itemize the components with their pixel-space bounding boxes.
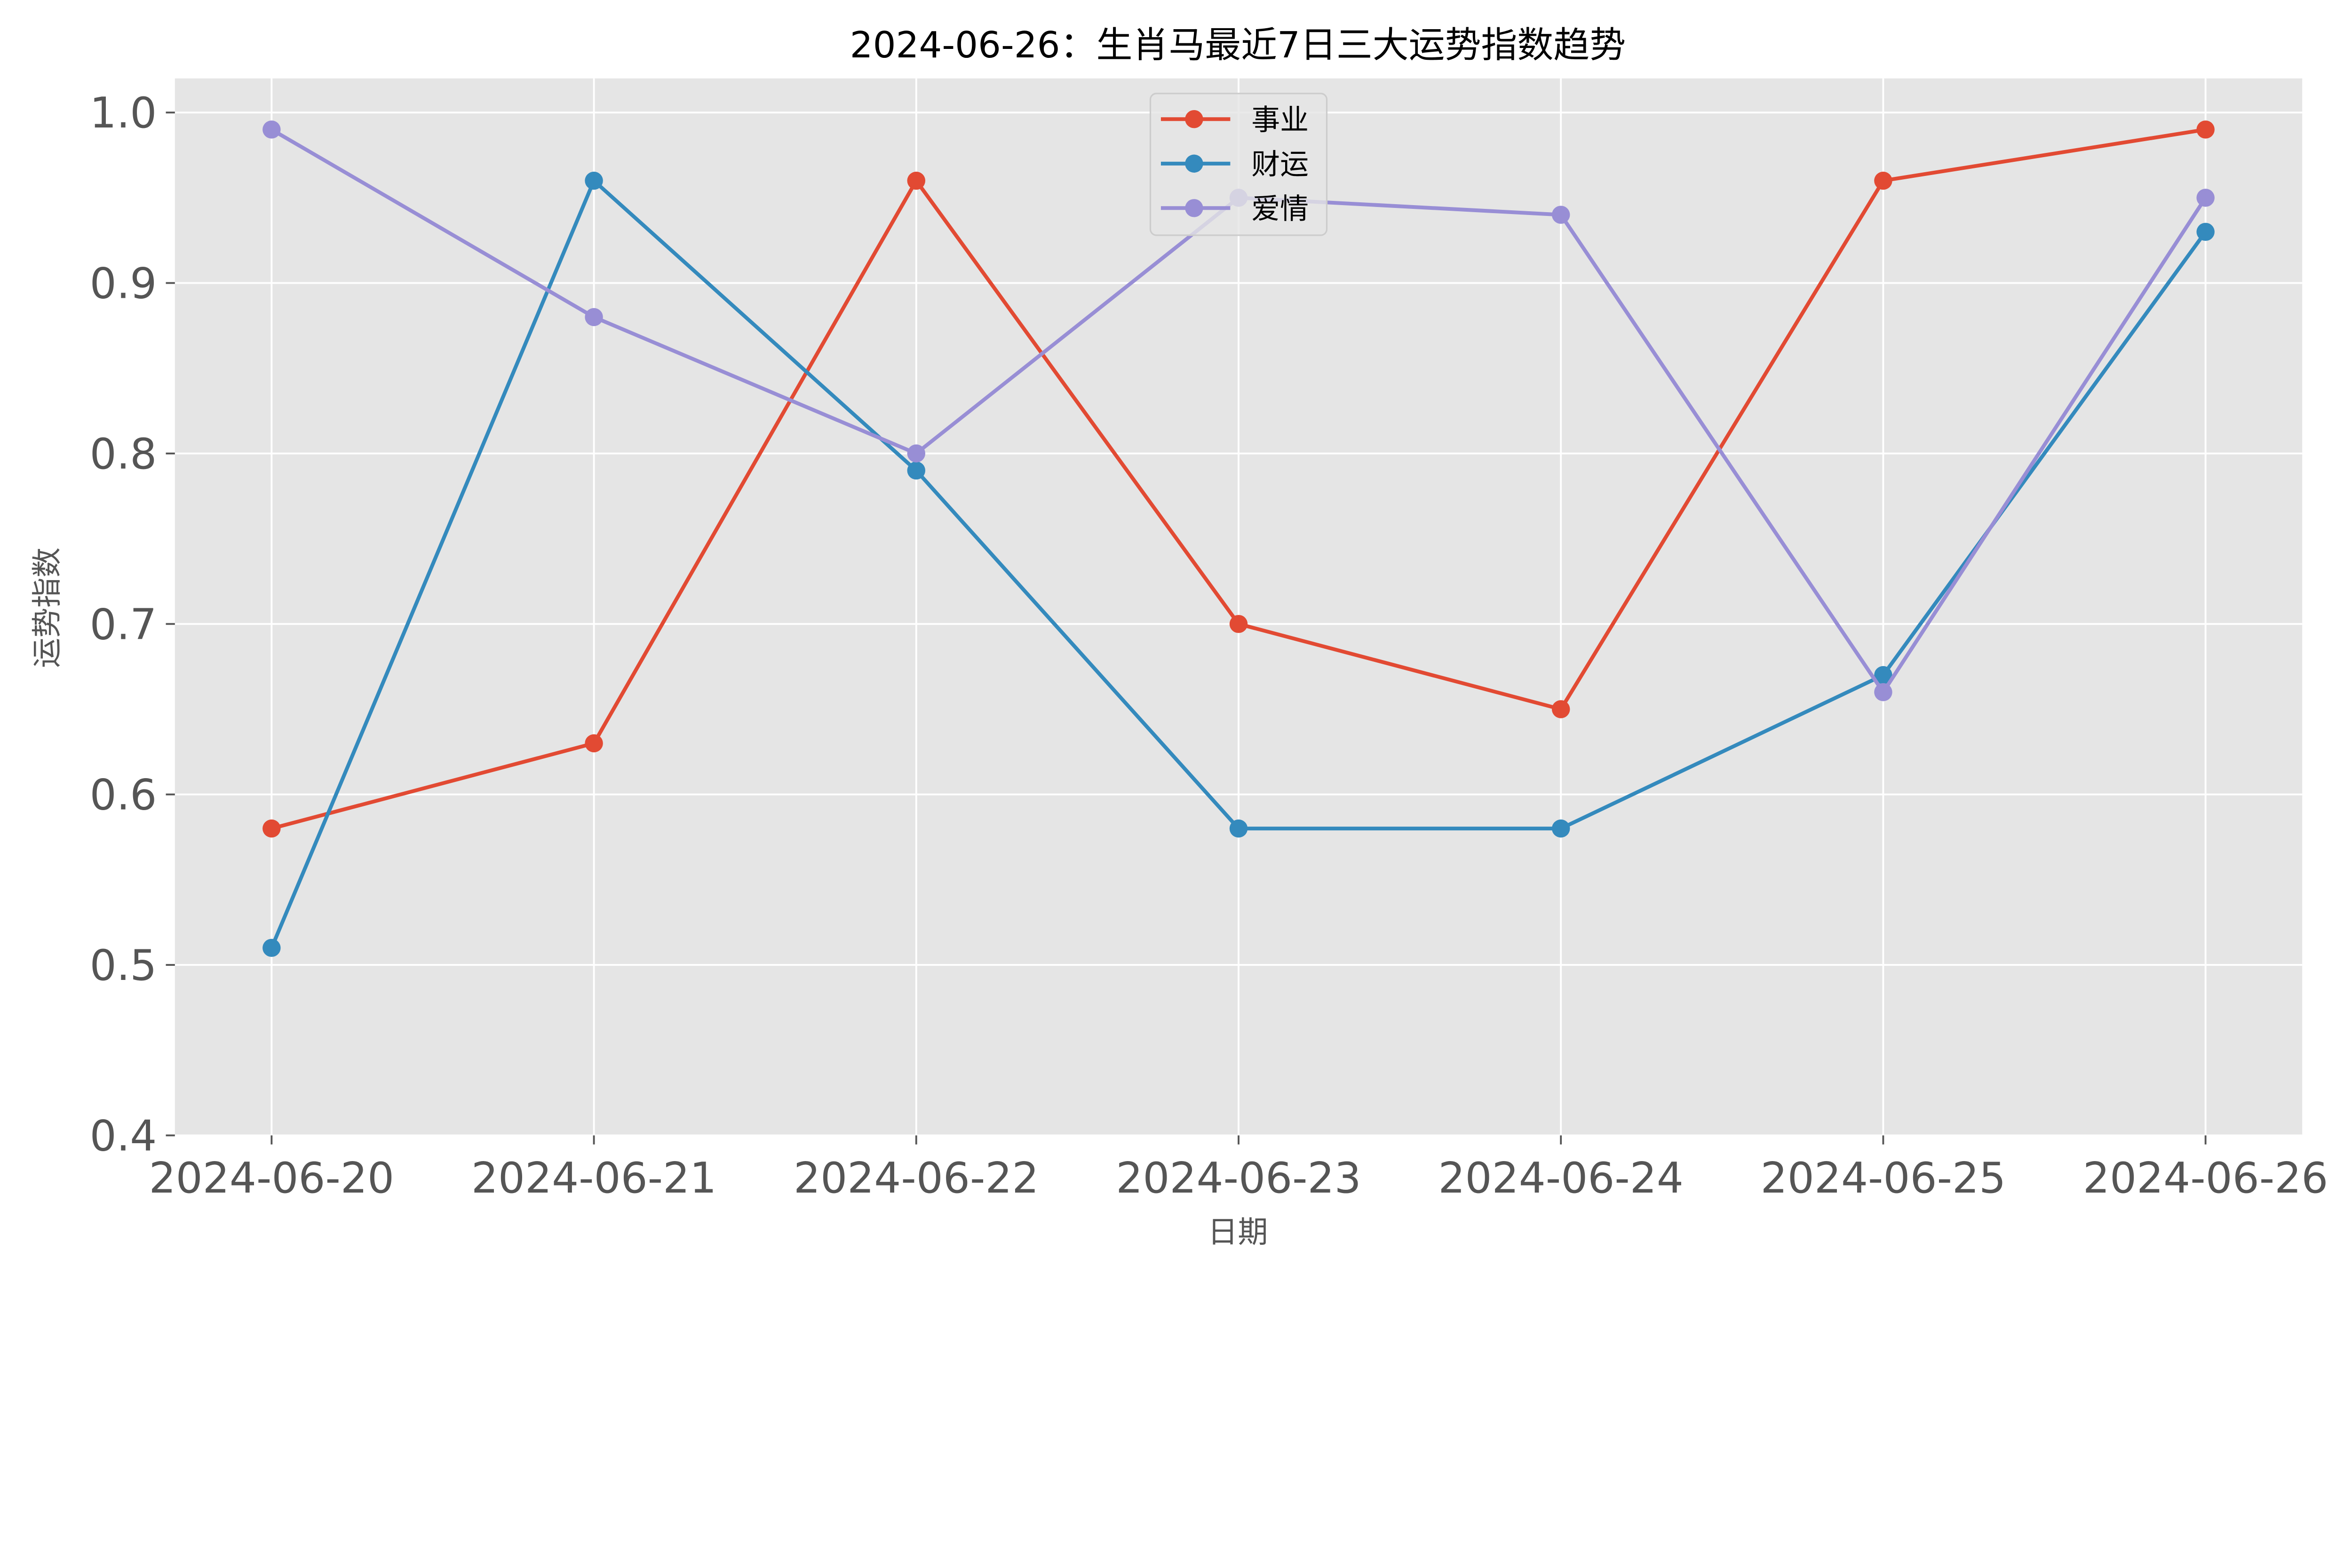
legend-marker bbox=[1185, 154, 1203, 173]
y-tick-label: 0.5 bbox=[90, 941, 157, 990]
data-point bbox=[1551, 819, 1570, 838]
x-tick-label: 2024-06-21 bbox=[471, 1154, 717, 1203]
data-point bbox=[2196, 120, 2215, 139]
data-point bbox=[1229, 819, 1248, 838]
data-point bbox=[907, 171, 926, 190]
y-tick-label: 0.4 bbox=[90, 1112, 157, 1161]
x-tick-label: 2024-06-20 bbox=[149, 1154, 394, 1203]
x-axis-label: 日期 bbox=[1208, 1215, 1268, 1250]
data-point bbox=[585, 171, 603, 190]
y-tick-label: 0.7 bbox=[90, 600, 157, 649]
legend-label: 财运 bbox=[1251, 148, 1309, 181]
data-point bbox=[1874, 683, 1892, 701]
legend-marker bbox=[1185, 110, 1203, 128]
data-point bbox=[2196, 189, 2215, 207]
chart-title: 2024-06-26：生肖马最近7日三大运势指数趋势 bbox=[850, 24, 1626, 66]
y-tick-label: 0.9 bbox=[90, 260, 157, 309]
x-tick-label: 2024-06-26 bbox=[2083, 1154, 2328, 1203]
legend-label: 爱情 bbox=[1251, 192, 1309, 226]
data-point bbox=[1229, 615, 1248, 633]
data-point bbox=[907, 461, 926, 480]
x-tick-label: 2024-06-22 bbox=[794, 1154, 1039, 1203]
data-point bbox=[262, 819, 281, 838]
x-tick-label: 2024-06-25 bbox=[1761, 1154, 2006, 1203]
data-point bbox=[585, 734, 603, 753]
x-tick-label: 2024-06-23 bbox=[1116, 1154, 1361, 1203]
legend-label: 事业 bbox=[1251, 103, 1309, 137]
legend-marker bbox=[1185, 199, 1203, 217]
y-axis-label: 运势指数 bbox=[30, 547, 65, 668]
data-point bbox=[585, 308, 603, 326]
data-point bbox=[1551, 206, 1570, 224]
data-point bbox=[2196, 223, 2215, 241]
data-point bbox=[1874, 171, 1892, 190]
y-tick-label: 1.0 bbox=[90, 89, 157, 138]
line-chart: 0.4 0.5 0.6 0.7 0.8 0.9 1.0 2024-06-20 2024-06-2… bbox=[30, 24, 2328, 1250]
y-tick-label: 0.8 bbox=[90, 430, 157, 479]
data-point bbox=[1874, 666, 1892, 685]
data-point bbox=[262, 120, 281, 139]
data-point bbox=[1551, 700, 1570, 718]
y-tick-label: 0.6 bbox=[90, 771, 157, 820]
data-point bbox=[907, 444, 926, 463]
x-tick-label: 2024-06-24 bbox=[1438, 1154, 1683, 1203]
data-point bbox=[262, 939, 281, 957]
